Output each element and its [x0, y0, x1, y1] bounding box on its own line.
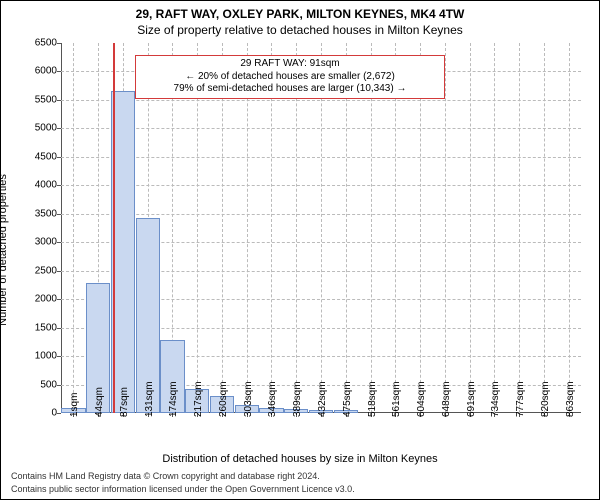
- annotation-line: 29 RAFT WAY: 91sqm: [142, 58, 438, 71]
- grid-v: [371, 43, 372, 413]
- xtick-label: 691sqm: [466, 381, 477, 417]
- xtick-label: 734sqm: [490, 381, 501, 417]
- chart-title-line2: Size of property relative to detached ho…: [1, 23, 599, 37]
- xtick-label: 87sqm: [119, 387, 130, 417]
- ytick-label: 500: [40, 379, 61, 390]
- grid-v: [569, 43, 570, 413]
- x-axis-label: Distribution of detached houses by size …: [1, 453, 599, 465]
- marker-line: [113, 43, 115, 413]
- grid-v: [247, 43, 248, 413]
- grid-v: [544, 43, 545, 413]
- xtick-label: 346sqm: [267, 381, 278, 417]
- xtick-label: 389sqm: [292, 381, 303, 417]
- ytick-label: 4500: [35, 151, 61, 162]
- chart-title-line1: 29, RAFT WAY, OXLEY PARK, MILTON KEYNES,…: [1, 7, 599, 21]
- xtick-label: 475sqm: [342, 381, 353, 417]
- ytick-label: 6000: [35, 66, 61, 77]
- ytick-label: 4000: [35, 180, 61, 191]
- annotation-line: 79% of semi-detached houses are larger (…: [142, 83, 438, 96]
- xtick-label: 260sqm: [218, 381, 229, 417]
- chart-container: 29, RAFT WAY, OXLEY PARK, MILTON KEYNES,…: [0, 0, 600, 500]
- grid-v: [470, 43, 471, 413]
- plot-area: 0500100015002000250030003500400045005000…: [61, 43, 581, 413]
- xtick-label: 174sqm: [168, 381, 179, 417]
- xtick-label: 820sqm: [540, 381, 551, 417]
- xtick-label: 648sqm: [441, 381, 452, 417]
- annotation-line: ← 20% of detached houses are smaller (2,…: [142, 71, 438, 84]
- xtick-label: 217sqm: [193, 381, 204, 417]
- ytick-label: 3500: [35, 208, 61, 219]
- grid-v: [296, 43, 297, 413]
- ytick-label: 1000: [35, 351, 61, 362]
- grid-v: [346, 43, 347, 413]
- footer-line2: Contains public sector information licen…: [11, 484, 600, 494]
- footer-line1: Contains HM Land Registry data © Crown c…: [11, 471, 600, 481]
- ytick-label: 3000: [35, 237, 61, 248]
- y-axis-line: [61, 43, 62, 413]
- xtick-label: 863sqm: [565, 381, 576, 417]
- xtick-label: 303sqm: [243, 381, 254, 417]
- grid-v: [271, 43, 272, 413]
- ytick-label: 6500: [35, 38, 61, 49]
- xtick-label: 561sqm: [391, 381, 402, 417]
- xtick-label: 44sqm: [94, 387, 105, 417]
- annotation-box: 29 RAFT WAY: 91sqm← 20% of detached hous…: [135, 55, 445, 99]
- y-axis-label: Number of detached properties: [0, 174, 9, 326]
- plot-inner: 0500100015002000250030003500400045005000…: [61, 43, 581, 413]
- grid-v: [519, 43, 520, 413]
- xtick-label: 604sqm: [416, 381, 427, 417]
- xtick-label: 1sqm: [69, 393, 80, 417]
- ytick-label: 1500: [35, 322, 61, 333]
- grid-v: [445, 43, 446, 413]
- grid-v: [222, 43, 223, 413]
- xtick-label: 518sqm: [367, 381, 378, 417]
- ytick-label: 2000: [35, 294, 61, 305]
- grid-v: [494, 43, 495, 413]
- grid-v: [197, 43, 198, 413]
- grid-v: [395, 43, 396, 413]
- xtick-label: 777sqm: [515, 381, 526, 417]
- grid-v: [73, 43, 74, 413]
- xtick-label: 131sqm: [144, 381, 155, 417]
- grid-v: [321, 43, 322, 413]
- ytick-label: 0: [51, 408, 61, 419]
- ytick-label: 5500: [35, 94, 61, 105]
- ytick-label: 2500: [35, 265, 61, 276]
- grid-v: [420, 43, 421, 413]
- ytick-label: 5000: [35, 123, 61, 134]
- xtick-label: 432sqm: [317, 381, 328, 417]
